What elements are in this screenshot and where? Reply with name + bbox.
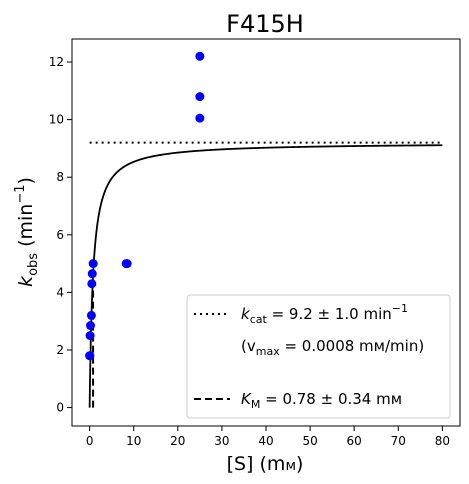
x-tick-label: 0 <box>86 434 94 448</box>
michaelis-menten-fit-curve <box>88 144 443 408</box>
y-tick-label: 0 <box>56 401 64 415</box>
y-tick-label: 4 <box>56 285 64 299</box>
data-point <box>195 113 205 123</box>
legend-km-label: KM = 0.78 ± 0.34 mм <box>241 390 402 411</box>
data-point <box>88 259 98 269</box>
x-tick-label: 70 <box>391 434 406 448</box>
y-axis-label: kobs (min−1) <box>13 177 41 287</box>
x-tick-label: 60 <box>347 434 362 448</box>
y-tick-label: 2 <box>56 343 64 357</box>
data-point <box>195 51 205 61</box>
y-tick-label: 10 <box>49 113 64 127</box>
data-point <box>87 279 97 289</box>
data-point <box>86 321 96 331</box>
x-tick-label: 10 <box>126 434 141 448</box>
x-tick-label: 30 <box>214 434 229 448</box>
data-point <box>86 310 96 320</box>
x-axis-ticks: 0 10 20 30 40 50 60 70 80 <box>86 426 450 448</box>
data-point <box>122 259 132 269</box>
y-tick-label: 8 <box>56 170 64 184</box>
x-tick-label: 80 <box>435 434 450 448</box>
data-point <box>195 92 205 102</box>
x-axis-label: [S] (mм) <box>227 453 304 475</box>
data-point <box>87 269 97 279</box>
x-tick-label: 40 <box>258 434 273 448</box>
data-point <box>85 351 95 361</box>
y-axis-ticks: 0 2 4 6 8 10 12 <box>49 55 72 415</box>
y-tick-label: 12 <box>49 55 64 69</box>
x-tick-label: 50 <box>302 434 317 448</box>
legend-vmax-label: (vmax = 0.0008 mм/min) <box>241 337 424 358</box>
legend-kcat-label: kcat = 9.2 ± 1.0 min−1 <box>241 302 408 326</box>
data-points <box>85 51 205 361</box>
x-tick-label: 20 <box>170 434 185 448</box>
legend-box <box>186 294 451 419</box>
legend: kcat = 9.2 ± 1.0 min−1 (vmax = 0.0008 mм… <box>186 294 451 419</box>
y-tick-label: 6 <box>56 228 64 242</box>
data-point <box>85 331 95 341</box>
chart-title: F415H <box>226 10 304 38</box>
